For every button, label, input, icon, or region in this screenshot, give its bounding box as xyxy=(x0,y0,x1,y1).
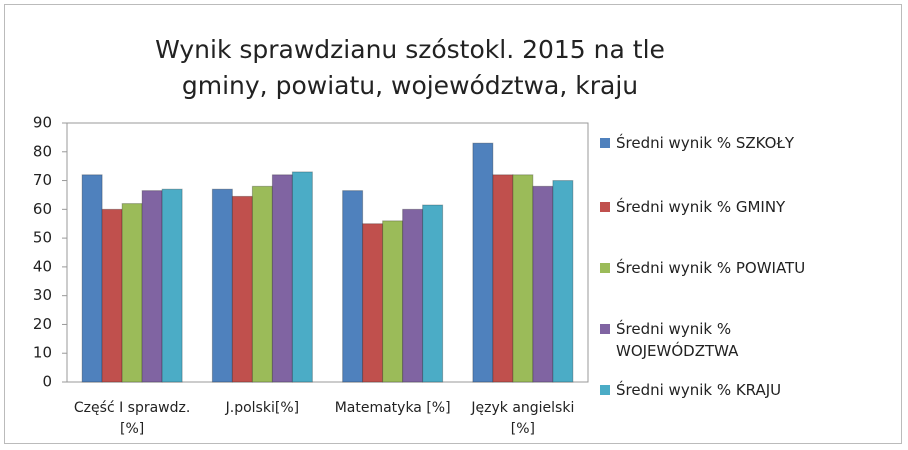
bar xyxy=(141,190,163,383)
bar xyxy=(422,204,444,383)
bar xyxy=(161,188,183,383)
bar xyxy=(121,203,143,383)
bar xyxy=(291,171,313,383)
chart-border xyxy=(4,4,902,444)
y-tick-label: 10 xyxy=(33,344,52,362)
legend-swatch xyxy=(600,202,610,212)
y-tick-label: 0 xyxy=(42,373,52,391)
bar xyxy=(472,142,494,383)
chart-title: Wynik sprawdzianu szóstokl. 2015 na tle … xyxy=(155,35,665,100)
bar xyxy=(81,174,103,383)
bar xyxy=(251,185,273,383)
bar xyxy=(271,174,293,383)
legend-label: Średni wynik % POWIATU xyxy=(616,259,806,277)
bar xyxy=(492,174,514,383)
legend-label: Średni wynik % WOJEWÓDZTWA xyxy=(616,320,739,360)
legend-swatch xyxy=(600,263,610,273)
x-tick-label: Język angielski [%] xyxy=(471,400,575,437)
legend-label: Średni wynik % SZKOŁY xyxy=(616,134,795,152)
legend-swatch xyxy=(600,324,610,334)
legend-swatch xyxy=(600,138,610,148)
bar xyxy=(382,220,404,383)
bar xyxy=(362,223,384,383)
bar xyxy=(402,208,424,383)
bar xyxy=(211,188,233,383)
y-tick-label: 50 xyxy=(33,229,52,247)
bar xyxy=(101,208,123,383)
x-tick-label: Część I sprawdz.[%] xyxy=(73,400,191,437)
y-tick-label: 20 xyxy=(33,315,52,333)
legend-label: Średni wynik % GMINY xyxy=(616,198,786,216)
legend-swatch xyxy=(600,385,610,395)
x-tick-label: J.polski[%] xyxy=(225,400,300,416)
y-tick-label: 80 xyxy=(33,142,52,160)
bar xyxy=(512,174,534,383)
bar xyxy=(532,185,554,383)
y-tick-label: 70 xyxy=(33,171,52,189)
plot-border xyxy=(66,122,589,383)
y-tick-label: 30 xyxy=(33,286,52,304)
bar xyxy=(342,190,364,383)
x-tick-label: Matematyka [%] xyxy=(334,400,451,416)
y-tick-label: 40 xyxy=(33,257,52,275)
y-tick-label: 90 xyxy=(33,114,52,132)
y-tick-label: 60 xyxy=(33,200,52,218)
bar xyxy=(552,180,574,383)
bar xyxy=(231,195,253,383)
legend-label: Średni wynik % KRAJU xyxy=(616,381,782,399)
